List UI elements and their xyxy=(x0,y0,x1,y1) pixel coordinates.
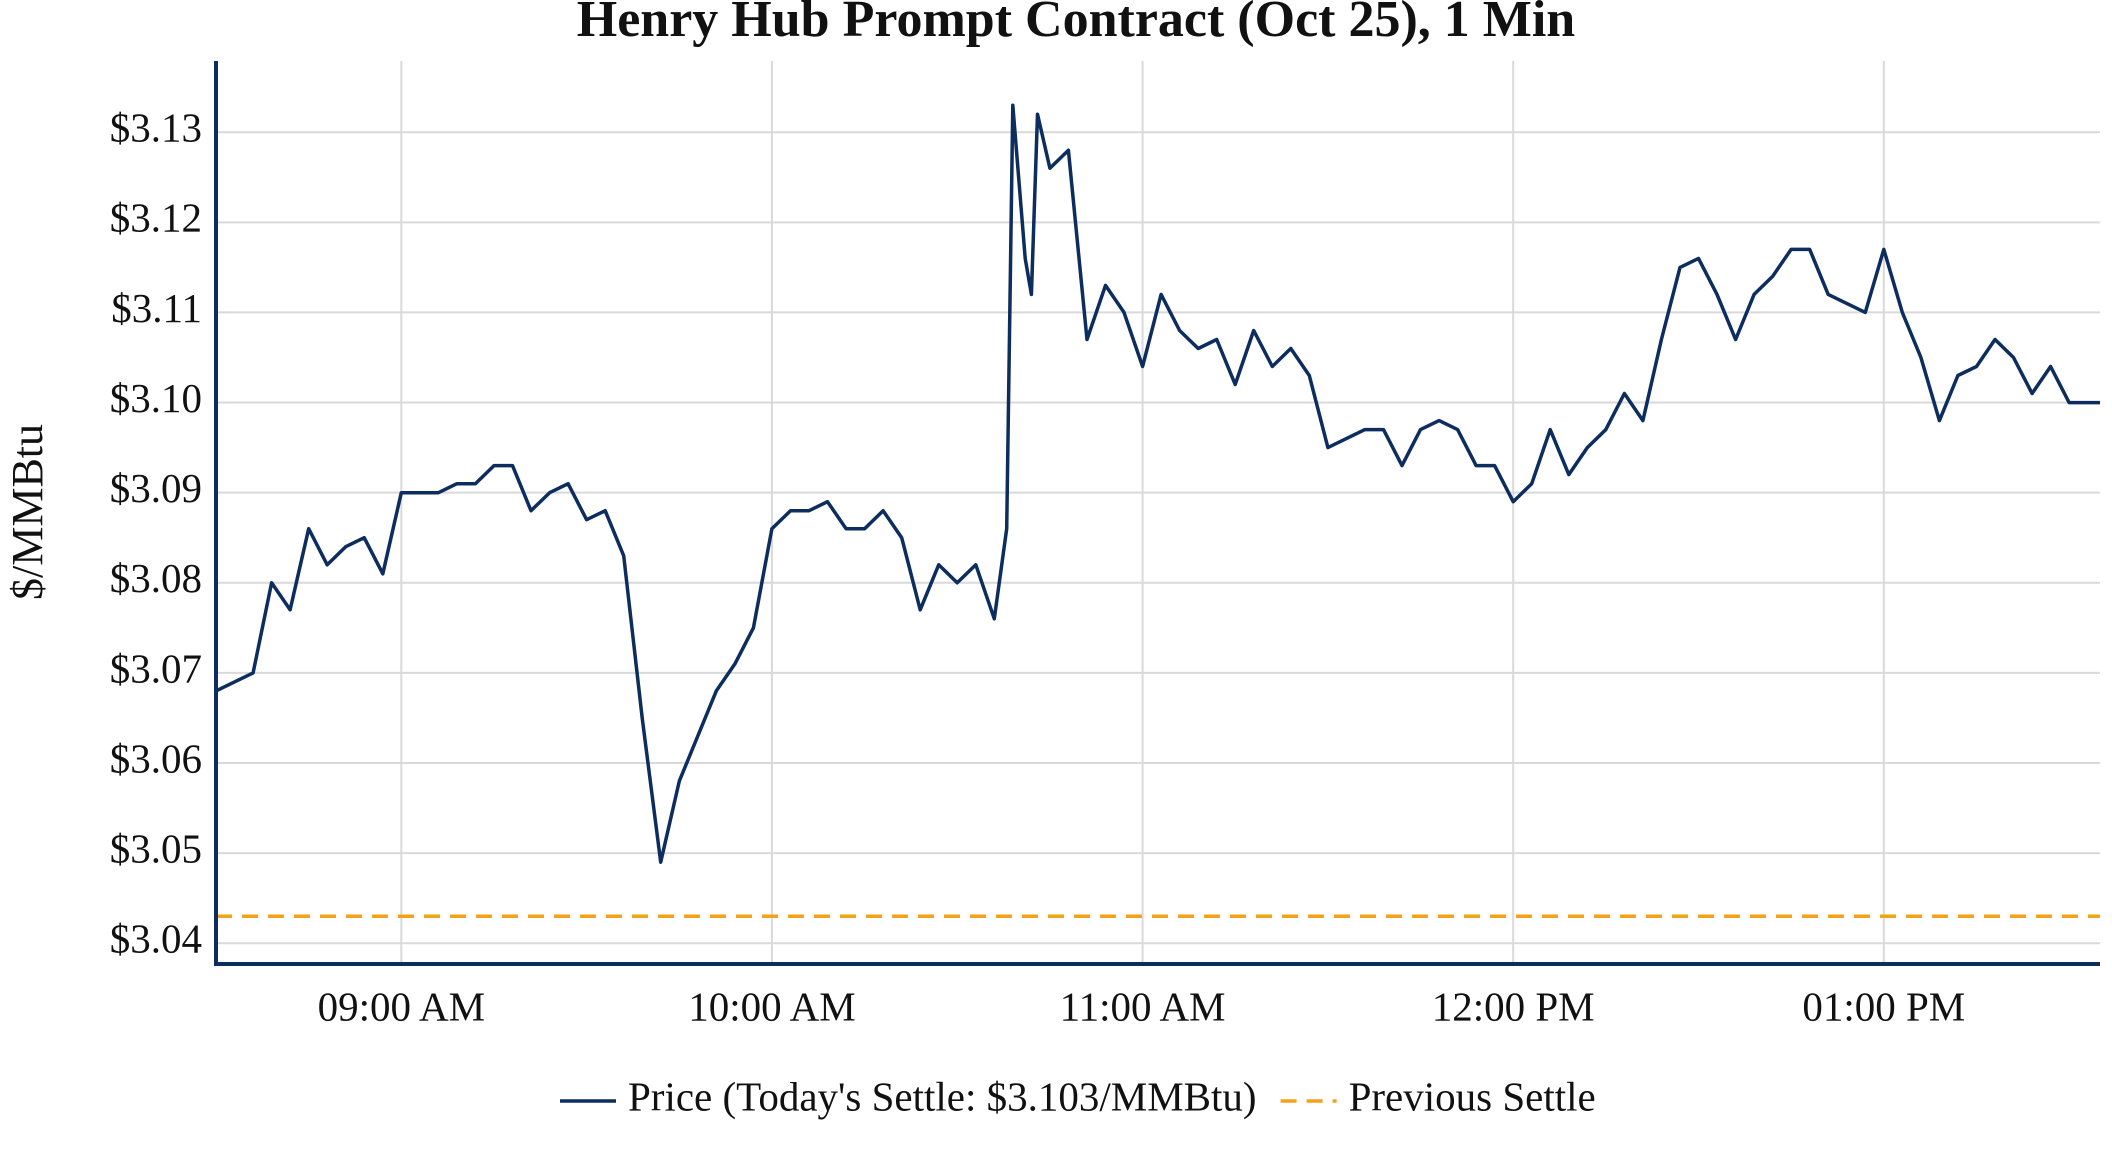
y-tick-label: $3.08 xyxy=(110,555,202,601)
x-tick-label: 09:00 AM xyxy=(318,983,485,1029)
y-tick-label: $3.07 xyxy=(110,645,202,691)
y-tick-label: $3.09 xyxy=(110,465,202,511)
legend-label: Previous Settle xyxy=(1349,1073,1596,1119)
y-tick-label: $3.11 xyxy=(111,285,202,331)
y-tick-label: $3.10 xyxy=(110,375,202,421)
chart-title: Henry Hub Prompt Contract (Oct 25), 1 Mi… xyxy=(577,0,1576,48)
legend-label: Price (Today's Settle: $3.103/MMBtu) xyxy=(628,1073,1257,1119)
y-tick-label: $3.06 xyxy=(110,735,202,781)
y-tick-label: $3.13 xyxy=(110,105,202,151)
x-tick-label: 11:00 AM xyxy=(1060,983,1226,1029)
y-tick-label: $3.04 xyxy=(110,916,202,962)
price-line xyxy=(215,103,2100,864)
y-axis-label: $/MMBtu xyxy=(3,424,52,600)
x-tick-label: 12:00 PM xyxy=(1432,983,1595,1029)
y-tick-label: $3.12 xyxy=(110,195,202,241)
x-tick-label: 10:00 AM xyxy=(688,983,855,1029)
x-tick-label: 01:00 PM xyxy=(1802,983,1965,1029)
y-tick-label: $3.05 xyxy=(110,826,202,872)
